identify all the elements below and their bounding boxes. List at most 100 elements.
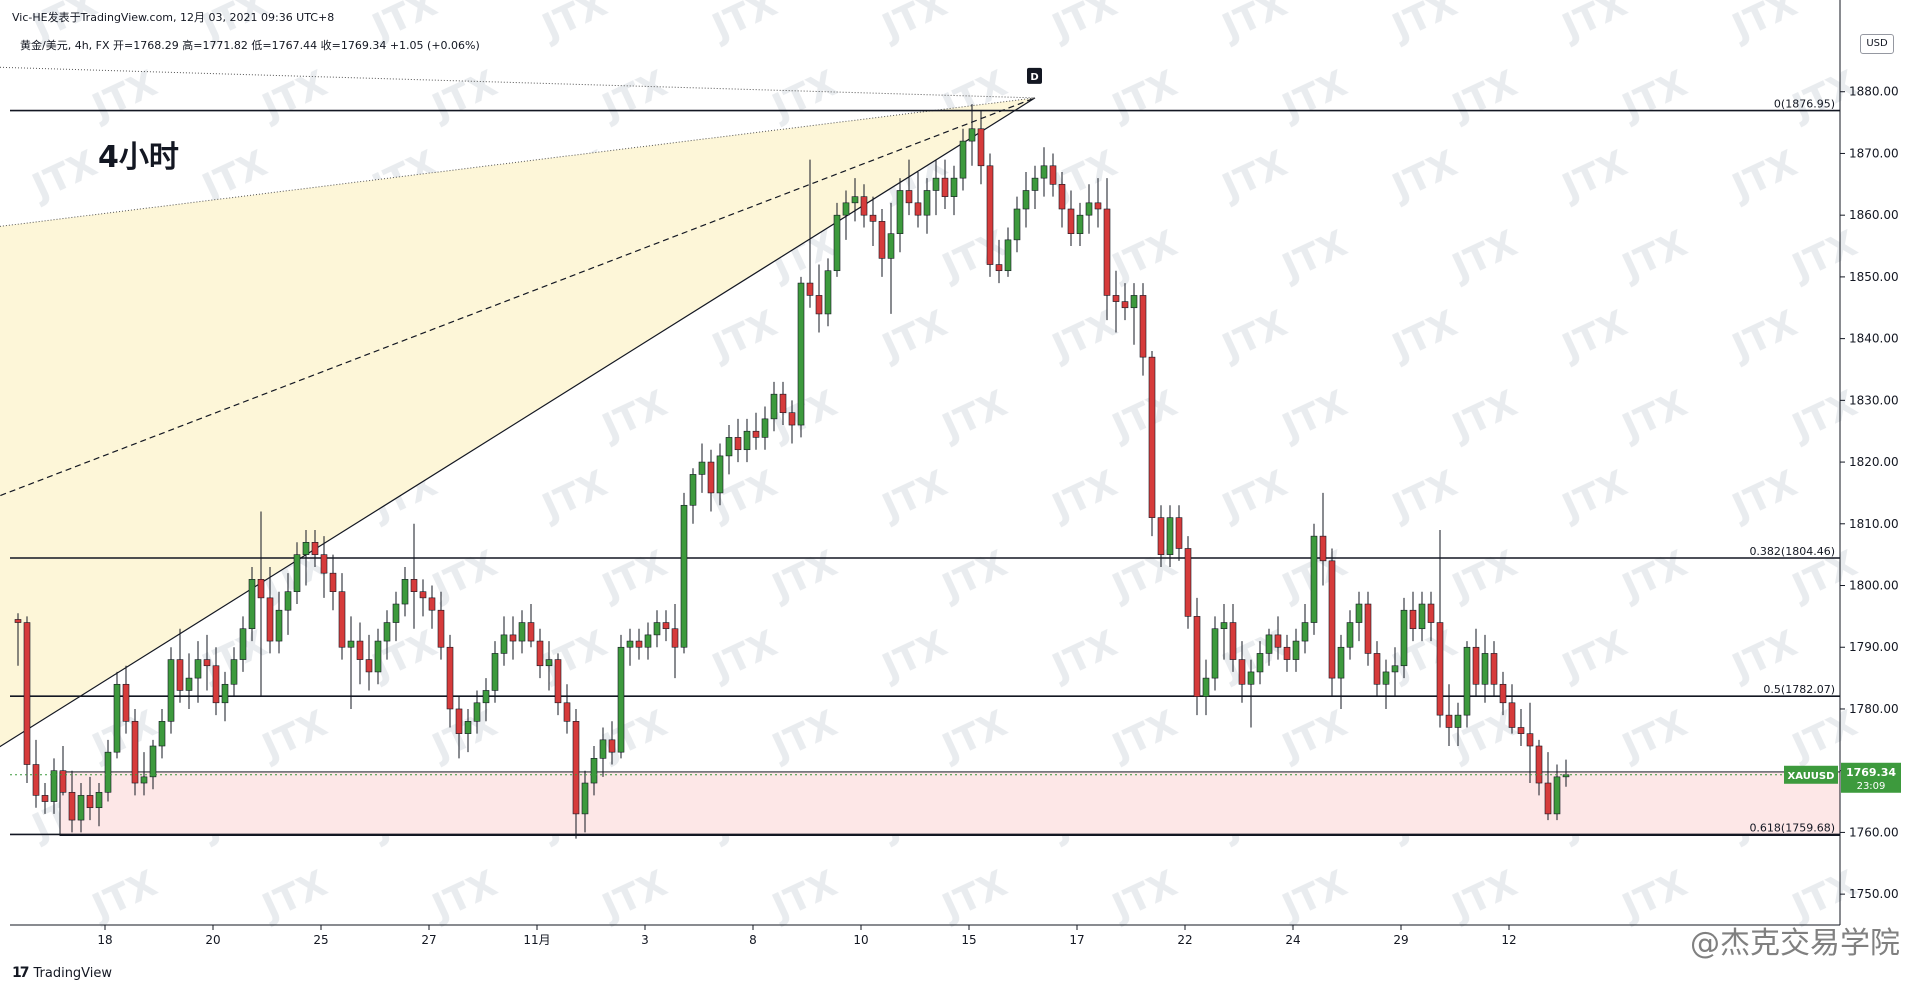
candle: [77, 783, 85, 833]
currency-badge[interactable]: USD: [1860, 34, 1894, 54]
tradingview-name: TradingView: [33, 965, 113, 981]
candle: [68, 770, 76, 833]
candle: [1436, 529, 1444, 728]
candle-body: [473, 702, 481, 722]
candle: [1184, 536, 1192, 629]
candle-body: [554, 659, 562, 704]
candle: [428, 585, 436, 629]
candle-body: [239, 628, 247, 660]
candle: [302, 529, 310, 586]
candle: [50, 758, 58, 814]
candle: [1283, 634, 1291, 672]
time-tick-label: 10: [853, 933, 868, 947]
candle-body: [743, 430, 751, 451]
trendline-dashed: [0, 97, 1036, 497]
candle-body: [1508, 702, 1516, 728]
candle-body: [1265, 634, 1273, 654]
candle-body: [320, 554, 328, 574]
candle: [1067, 190, 1075, 247]
time-tick-label: 15: [961, 933, 976, 947]
candle: [1148, 350, 1156, 537]
candle: [365, 634, 373, 691]
candle: [1166, 505, 1174, 567]
candle: [824, 258, 832, 327]
timeframe-title: 4小时: [98, 140, 179, 175]
candle-body: [1364, 603, 1372, 654]
candle-body: [680, 504, 688, 648]
candle-body: [752, 430, 760, 438]
candle-body: [1301, 622, 1309, 642]
candle: [113, 671, 121, 759]
candle-body: [1139, 295, 1147, 358]
candle: [1031, 165, 1039, 209]
candle: [86, 776, 94, 821]
candle: [212, 647, 220, 716]
candle: [1229, 604, 1237, 672]
candles: [14, 104, 1570, 839]
candle-body: [941, 177, 949, 197]
candle: [248, 567, 256, 642]
candle: [986, 153, 994, 277]
candle: [1517, 708, 1525, 746]
candle-body: [842, 202, 850, 216]
pattern-point-d: [1027, 67, 1042, 84]
candle: [1400, 597, 1408, 679]
candle-body: [356, 640, 364, 660]
candle: [329, 554, 337, 611]
candle-body: [563, 702, 571, 722]
candle-body: [203, 659, 211, 667]
candle: [1103, 178, 1111, 321]
time-tick-label: 18: [97, 933, 112, 947]
candle-body: [1121, 301, 1129, 309]
candle-body: [383, 622, 391, 642]
candle-body: [1283, 646, 1291, 660]
candle-body: [1085, 202, 1093, 216]
candle-body: [1058, 184, 1066, 210]
price-tags: XAUUSD 1769.34 23:09: [10, 762, 1901, 793]
candle: [1544, 752, 1552, 821]
candle: [104, 739, 112, 802]
price-tick-label: 1850.00: [1849, 270, 1899, 284]
candle-body: [1202, 677, 1210, 697]
tradingview-branding[interactable]: 17 TradingView: [12, 965, 112, 981]
time-tick-label: 20: [205, 933, 220, 947]
candle: [1490, 641, 1498, 697]
candle: [887, 202, 895, 314]
candle: [1193, 597, 1201, 716]
time-tick-label: 25: [313, 933, 328, 947]
candle-body: [1175, 517, 1183, 549]
candle: [1157, 505, 1165, 567]
candle-body: [536, 640, 544, 667]
candle: [698, 443, 706, 493]
candle-body: [851, 196, 859, 204]
candle-body: [1454, 714, 1462, 728]
candle-body: [194, 659, 202, 679]
candle: [1058, 171, 1066, 228]
candle-body: [77, 795, 85, 821]
candle: [1139, 283, 1147, 376]
candle: [923, 178, 931, 234]
time-tick-label: 11月: [523, 933, 550, 947]
candle: [410, 523, 418, 629]
candle: [842, 190, 850, 240]
candle: [671, 604, 679, 679]
candle: [509, 616, 517, 660]
candle: [14, 613, 22, 666]
candle-body: [671, 628, 679, 648]
candle: [905, 159, 913, 216]
candle-body: [446, 646, 454, 710]
candle-body: [401, 579, 409, 605]
candle-body: [1103, 208, 1111, 296]
candle: [1508, 684, 1516, 734]
candle-body: [1256, 653, 1264, 673]
candle-body: [329, 572, 337, 592]
candle-body: [644, 634, 652, 648]
candle-body: [392, 603, 400, 623]
candle: [1004, 227, 1012, 277]
candle: [1445, 684, 1453, 746]
candle-body: [257, 579, 265, 599]
candle: [1472, 628, 1480, 697]
candle: [482, 678, 490, 722]
candle-body: [617, 646, 625, 753]
